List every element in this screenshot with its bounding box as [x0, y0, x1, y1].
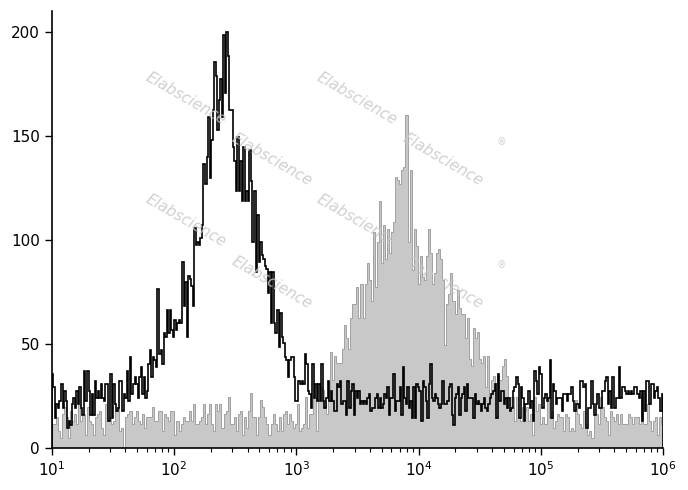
Text: Elabscience: Elabscience	[143, 70, 229, 127]
Text: Elabscience: Elabscience	[143, 192, 229, 250]
Text: ®: ®	[496, 137, 506, 147]
Text: Elabscience: Elabscience	[400, 131, 486, 189]
Text: Elabscience: Elabscience	[314, 70, 400, 127]
Text: ®: ®	[496, 260, 506, 270]
Text: Elabscience: Elabscience	[400, 253, 486, 311]
Text: Elabscience: Elabscience	[229, 253, 314, 311]
Text: Elabscience: Elabscience	[229, 131, 314, 189]
Text: Elabscience: Elabscience	[314, 192, 400, 250]
